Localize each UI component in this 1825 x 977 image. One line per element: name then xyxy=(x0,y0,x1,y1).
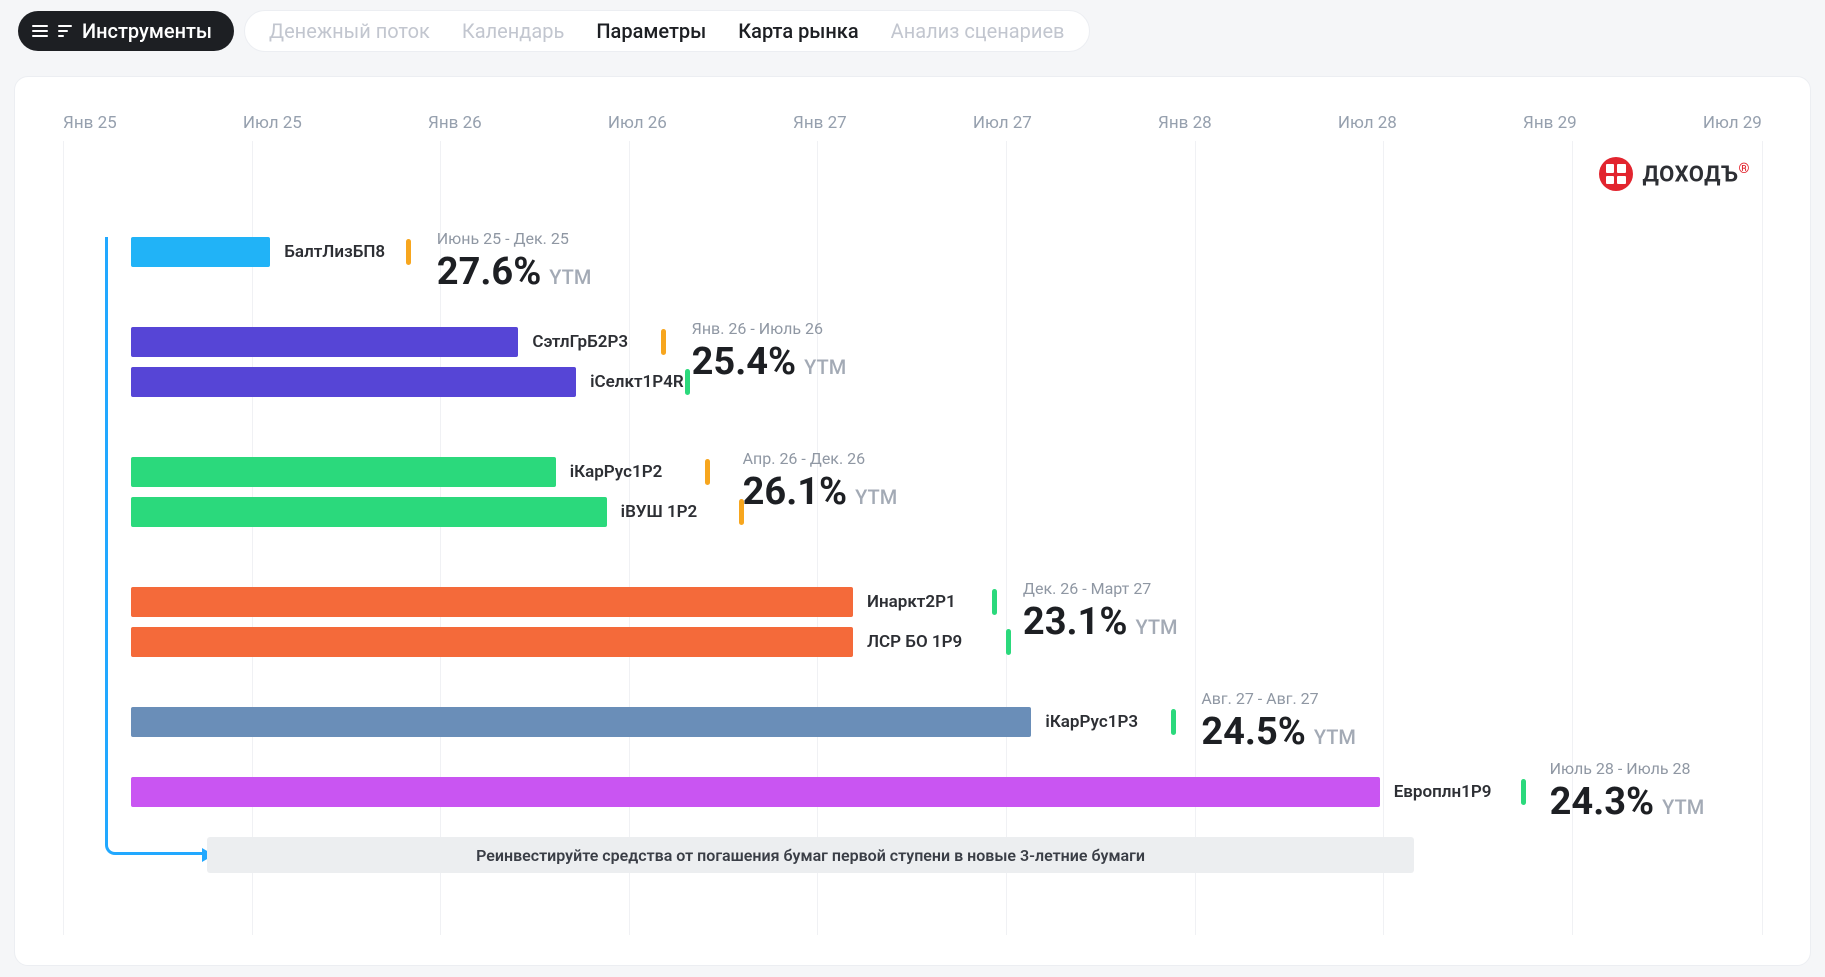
axis-tick-label: Июл 26 xyxy=(608,113,667,133)
axis-tick-label: Янв 26 xyxy=(428,113,482,133)
nav-tab[interactable]: Анализ сценариев xyxy=(891,19,1065,43)
bar-tick-mark xyxy=(1006,629,1011,655)
ytm-range: Авг. 27 - Авг. 27 xyxy=(1201,689,1356,708)
bar-tick-mark xyxy=(992,589,997,615)
ytm-suffix: YTM xyxy=(1135,615,1177,639)
bar-label: СэтлГрБ2Р3 xyxy=(532,332,628,352)
ytm-percent: 24.5% xyxy=(1201,710,1306,754)
bar-label: ЛСР БО 1Р9 xyxy=(867,632,962,652)
bar-tick-mark xyxy=(406,239,411,265)
ytm-block: Янв. 26 - Июль 26 25.4% YTM xyxy=(692,319,847,384)
ytm-percent: 27.6% xyxy=(437,250,542,294)
ytm-block: Июль 28 - Июль 28 24.3% YTM xyxy=(1550,759,1705,824)
gantt-bar[interactable] xyxy=(131,627,853,657)
ytm-range: Апр. 26 - Дек. 26 xyxy=(743,449,898,468)
nav-tabs: Денежный поток Календарь Параметры Карта ры… xyxy=(244,10,1089,52)
ytm-suffix: YTM xyxy=(1314,725,1356,749)
nav-tab[interactable]: Карта рынка xyxy=(738,19,858,43)
axis-tick-label: Янв 27 xyxy=(793,113,847,133)
ytm-range: Июнь 25 - Дек. 25 xyxy=(437,229,592,248)
bar-label: Инаркт2Р1 xyxy=(867,592,956,612)
gantt-bar[interactable] xyxy=(131,777,1380,807)
nav-tab[interactable]: Денежный поток xyxy=(269,19,430,43)
ytm-block: Авг. 27 - Авг. 27 24.5% YTM xyxy=(1201,689,1356,754)
bar-tick-mark xyxy=(685,369,690,395)
bar-tick-mark xyxy=(1521,779,1526,805)
axis-tick-label: Июл 29 xyxy=(1703,113,1762,133)
hamburger-icon xyxy=(32,25,48,37)
chart-body: БалтЛизБП8 Июнь 25 - Дек. 25 27.6% YTM СэтлГ… xyxy=(63,167,1762,935)
ytm-suffix: YTM xyxy=(1662,795,1704,819)
ytm-percent: 25.4% xyxy=(692,340,797,384)
axis-tick-label: Янв 28 xyxy=(1158,113,1212,133)
axis-tick-label: Июл 27 xyxy=(973,113,1032,133)
ytm-range: Дек. 26 - Март 27 xyxy=(1023,579,1178,598)
ytm-range: Июль 28 - Июль 28 xyxy=(1550,759,1705,778)
gridline xyxy=(1762,141,1763,935)
ytm-block: Дек. 26 - Март 27 23.1% YTM xyxy=(1023,579,1178,644)
sort-icon xyxy=(58,25,72,37)
bar-tick-mark xyxy=(705,459,710,485)
bar-tick-mark xyxy=(661,329,666,355)
bar-tick-mark xyxy=(1171,709,1176,735)
ytm-suffix: YTM xyxy=(549,265,591,289)
chart-panel: Янв 25 Июл 25 Янв 26 Июл 26 Янв 27 Июл 27 Янв … xyxy=(14,76,1811,966)
ytm-suffix: YTM xyxy=(804,355,846,379)
axis-tick-label: Янв 25 xyxy=(63,113,117,133)
nav-bar: Инструменты Денежный поток Календарь Парам… xyxy=(0,0,1825,62)
ytm-block: Апр. 26 - Дек. 26 26.1% YTM xyxy=(743,449,898,514)
nav-tab[interactable]: Календарь xyxy=(462,19,564,43)
nav-tab[interactable]: Параметры xyxy=(596,19,706,43)
ytm-percent: 26.1% xyxy=(743,470,848,514)
axis-tick-label: Июл 25 xyxy=(243,113,302,133)
reinvest-arrow xyxy=(105,237,204,855)
ytm-percent: 24.3% xyxy=(1550,780,1655,824)
ytm-suffix: YTM xyxy=(855,485,897,509)
bar-label: Европлн1Р9 xyxy=(1394,782,1492,802)
ytm-percent: 23.1% xyxy=(1023,600,1128,644)
bar-label: iКарРус1P3 xyxy=(1045,712,1138,732)
bar-label: БалтЛизБП8 xyxy=(284,242,385,262)
gantt-bar[interactable] xyxy=(131,587,853,617)
bar-label: iСелкт1P4R xyxy=(590,372,684,392)
timeline-axis: Янв 25 Июл 25 Янв 26 Июл 26 Янв 27 Июл 27 Янв … xyxy=(63,113,1762,133)
gantt-bar[interactable] xyxy=(131,707,1031,737)
axis-tick-label: Июл 28 xyxy=(1338,113,1397,133)
bar-label: iКарРус1P2 xyxy=(570,462,663,482)
instruments-button[interactable]: Инструменты xyxy=(18,11,234,51)
ytm-range: Янв. 26 - Июль 26 xyxy=(692,319,847,338)
ytm-block: Июнь 25 - Дек. 25 27.6% YTM xyxy=(437,229,592,294)
instruments-label: Инструменты xyxy=(82,19,212,43)
axis-tick-label: Янв 29 xyxy=(1523,113,1577,133)
bar-label: iВУШ 1P2 xyxy=(621,502,698,522)
reinvest-note: Реинвестируйте средства от погашения бум… xyxy=(207,837,1413,873)
